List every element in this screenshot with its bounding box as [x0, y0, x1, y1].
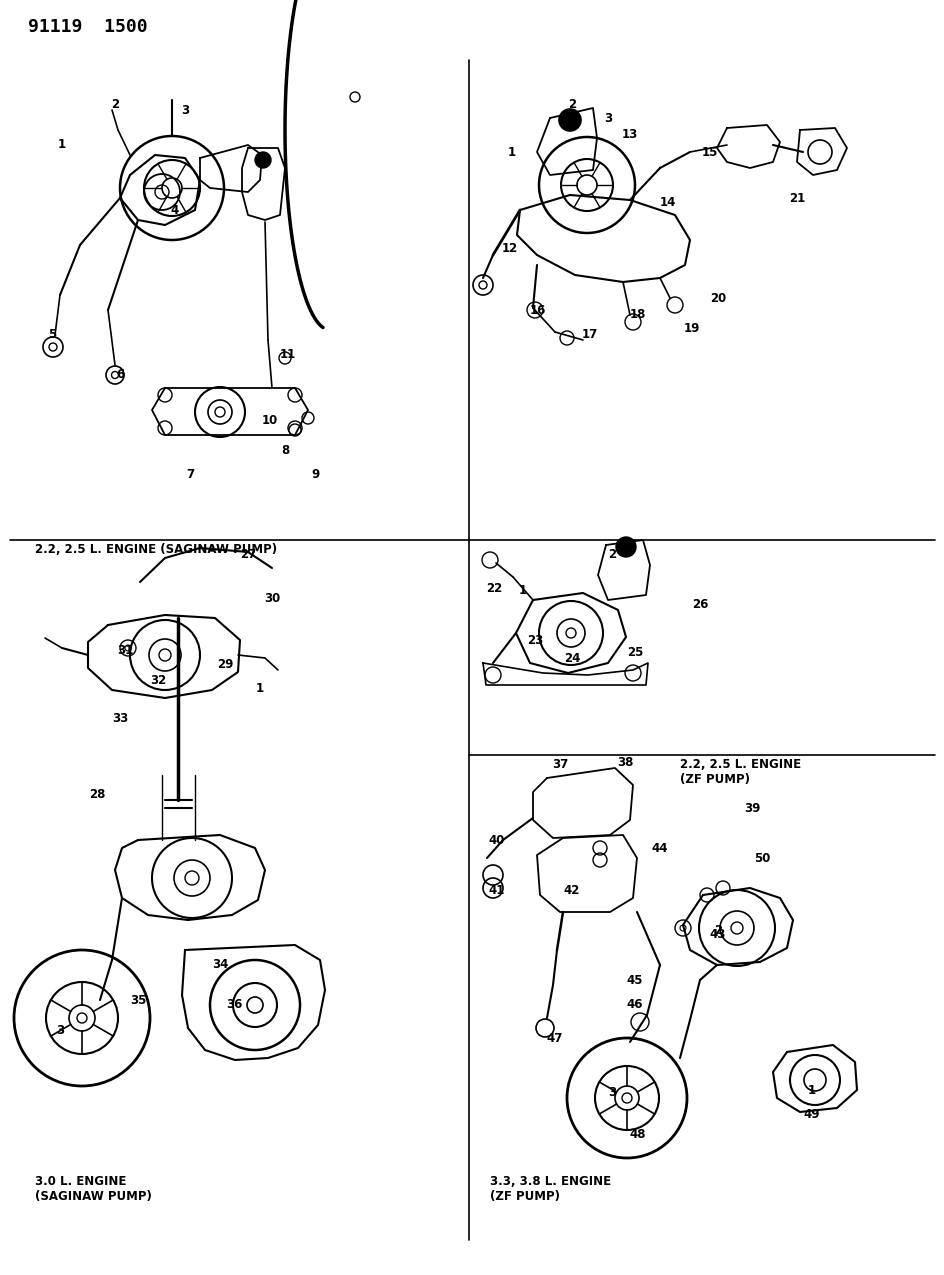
Text: 2: 2	[607, 548, 615, 561]
Text: 44: 44	[651, 842, 667, 854]
Text: 3.0 L. ENGINE
(SAGINAW PUMP): 3.0 L. ENGINE (SAGINAW PUMP)	[35, 1176, 152, 1204]
Text: 3: 3	[180, 103, 189, 116]
Text: 31: 31	[117, 644, 133, 657]
Text: 27: 27	[240, 548, 256, 561]
Text: 11: 11	[279, 348, 295, 362]
Text: 39: 39	[743, 802, 759, 815]
Text: 49: 49	[803, 1108, 819, 1122]
Text: 43: 43	[709, 928, 725, 941]
Text: 91119  1500: 91119 1500	[28, 18, 147, 36]
Text: 23: 23	[527, 634, 543, 646]
Text: 33: 33	[111, 711, 128, 724]
Text: 7: 7	[186, 468, 194, 482]
Text: 3: 3	[56, 1024, 64, 1037]
Text: 15: 15	[701, 145, 717, 158]
Text: 2: 2	[567, 98, 576, 111]
Text: 34: 34	[211, 959, 228, 972]
Text: 10: 10	[261, 413, 278, 427]
Text: 1: 1	[256, 682, 263, 695]
Text: 3: 3	[607, 1085, 615, 1099]
Text: 5: 5	[48, 329, 56, 342]
Circle shape	[615, 537, 635, 557]
Text: 14: 14	[659, 195, 676, 209]
Text: 32: 32	[150, 673, 166, 686]
Text: 1: 1	[58, 139, 66, 152]
Text: 46: 46	[626, 998, 643, 1011]
Text: 40: 40	[488, 834, 505, 847]
Text: 45: 45	[626, 974, 643, 987]
Text: 8: 8	[280, 444, 289, 456]
Text: 3: 3	[603, 111, 612, 125]
Circle shape	[255, 152, 271, 168]
Text: 12: 12	[501, 241, 517, 255]
Text: 2: 2	[110, 98, 119, 111]
Text: 47: 47	[547, 1031, 563, 1044]
Text: 25: 25	[626, 645, 643, 658]
Text: 18: 18	[629, 309, 646, 321]
Text: 37: 37	[551, 759, 567, 771]
Text: 41: 41	[488, 884, 505, 896]
Text: 50: 50	[753, 852, 769, 864]
Text: 1: 1	[518, 584, 527, 597]
Text: 29: 29	[216, 658, 233, 672]
Text: 20: 20	[709, 292, 725, 305]
Text: 3.3, 3.8 L. ENGINE
(ZF PUMP): 3.3, 3.8 L. ENGINE (ZF PUMP)	[490, 1176, 611, 1204]
Text: 19: 19	[683, 321, 700, 334]
Text: 16: 16	[530, 303, 546, 316]
Text: 42: 42	[564, 884, 580, 896]
Text: 1: 1	[807, 1084, 816, 1096]
Text: 28: 28	[89, 788, 105, 802]
Text: 48: 48	[629, 1128, 646, 1141]
Text: 36: 36	[226, 998, 242, 1011]
Text: 2.2, 2.5 L. ENGINE (SAGINAW PUMP): 2.2, 2.5 L. ENGINE (SAGINAW PUMP)	[35, 543, 277, 556]
Text: 9: 9	[311, 468, 319, 482]
Text: 2.2, 2.5 L. ENGINE
(ZF PUMP): 2.2, 2.5 L. ENGINE (ZF PUMP)	[680, 759, 801, 785]
Text: 30: 30	[263, 592, 279, 604]
Text: 4: 4	[171, 204, 179, 217]
Text: 6: 6	[116, 368, 124, 381]
Text: 21: 21	[788, 191, 804, 204]
Text: 26: 26	[691, 598, 707, 612]
Text: 38: 38	[616, 756, 632, 769]
Text: 13: 13	[621, 129, 637, 142]
Text: 35: 35	[129, 993, 146, 1006]
Text: 24: 24	[564, 652, 580, 664]
Text: 1: 1	[508, 145, 515, 158]
Text: 2: 2	[713, 923, 721, 937]
Text: 17: 17	[582, 329, 598, 342]
Circle shape	[559, 108, 581, 131]
Text: 22: 22	[485, 581, 501, 594]
